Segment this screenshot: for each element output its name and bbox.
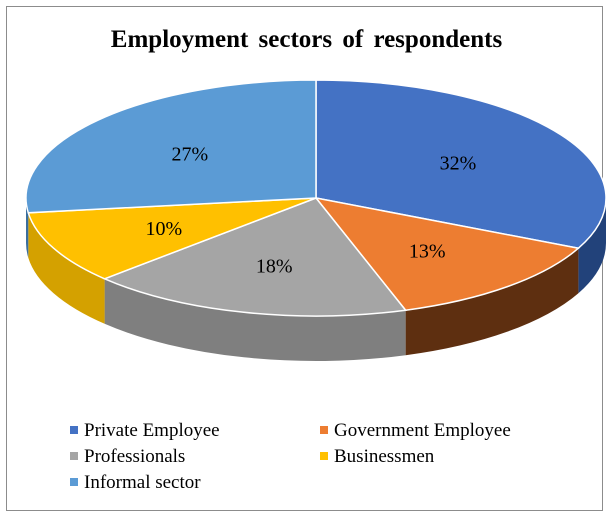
legend-item-4: Informal sector xyxy=(70,472,201,494)
legend-item-3: Businessmen xyxy=(320,446,434,468)
data-label-4: 27% xyxy=(171,144,208,166)
chart-title: Employment sectors of respondents xyxy=(110,26,503,53)
data-label-2: 18% xyxy=(256,255,293,277)
legend-label: Businessmen xyxy=(334,446,435,467)
legend-swatch xyxy=(320,452,328,460)
data-label-0: 32% xyxy=(440,152,477,174)
legend-label: Professionals xyxy=(84,446,186,467)
legend-label: Informal sector xyxy=(84,472,201,493)
legend-swatch xyxy=(70,478,78,486)
legend-item-2: Professionals xyxy=(70,446,185,468)
legend-swatch xyxy=(70,426,78,434)
legend-item-1: Government Employee xyxy=(320,420,511,442)
legend-swatch xyxy=(70,452,78,460)
slice-3 xyxy=(27,197,317,280)
slice-side-2 xyxy=(104,278,406,361)
slice-4 xyxy=(25,79,317,214)
slice-side-3 xyxy=(28,212,105,324)
data-label-1: 13% xyxy=(409,240,446,262)
legend-label: Private Employee xyxy=(84,420,220,441)
data-label-3: 10% xyxy=(145,218,182,240)
slice-0 xyxy=(315,79,607,250)
slice-side-0 xyxy=(578,198,606,294)
slice-1 xyxy=(314,196,581,312)
legend-swatch xyxy=(320,426,328,434)
legend-item-0: Private Employee xyxy=(70,420,220,442)
legend-label: Government Employee xyxy=(334,420,511,441)
slice-side-1 xyxy=(405,248,579,356)
slice-2 xyxy=(102,197,408,317)
